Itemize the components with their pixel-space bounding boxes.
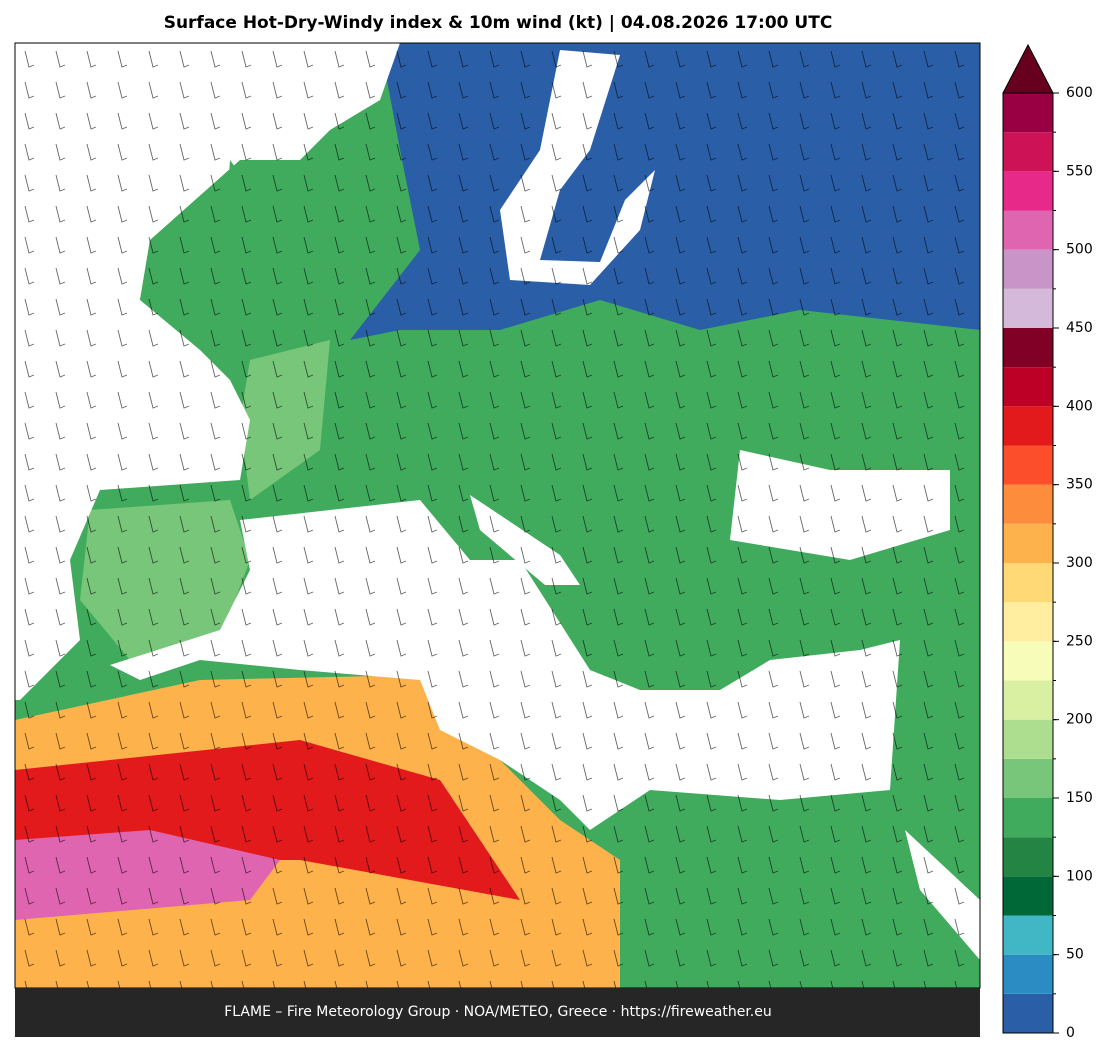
map (15, 43, 980, 988)
tick-label: 50 (1066, 947, 1084, 963)
tick-label: 100 (1066, 868, 1093, 884)
tick-label: 450 (1066, 320, 1093, 336)
colorbar-segment (1003, 915, 1053, 955)
colorbar-segment (1003, 93, 1053, 133)
colorbar-segment (1003, 249, 1053, 289)
tick-label: 0 (1066, 1025, 1075, 1041)
colorbar-segment (1003, 132, 1053, 172)
tick-label: 550 (1066, 163, 1093, 179)
colorbar-segment (1003, 563, 1053, 603)
map-title: Surface Hot-Dry-Windy index & 10m wind (… (164, 13, 833, 33)
colorbar: 0 50 100 150 200 250 300 350 400 450 500 550 600 (1002, 43, 1093, 1041)
colorbar-segment (1003, 602, 1053, 642)
colorbar-segment (1003, 954, 1053, 994)
colorbar-segment (1003, 288, 1053, 328)
footer-text: FLAME – Fire Meteorology Group · NOA/MET… (224, 1004, 772, 1020)
colorbar-extension (1002, 43, 1054, 94)
tick-label: 600 (1066, 85, 1093, 101)
tick-label: 250 (1066, 633, 1093, 649)
colorbar-segment (1003, 406, 1053, 446)
colorbar-segment (1003, 837, 1053, 877)
colorbar-segment (1003, 993, 1053, 1033)
tick-label: 150 (1066, 790, 1093, 806)
tick-label: 350 (1066, 477, 1093, 493)
colorbar-segment (1003, 719, 1053, 759)
tick-label: 400 (1066, 398, 1093, 414)
colorbar-segment (1003, 680, 1053, 720)
colorbar-segment (1003, 798, 1053, 838)
tick-label: 300 (1066, 555, 1093, 571)
colorbar-segment (1003, 445, 1053, 485)
colorbar-segment (1003, 484, 1053, 524)
colorbar-segment (1003, 758, 1053, 798)
colorbar-segment (1003, 641, 1053, 681)
colorbar-segment (1003, 210, 1053, 250)
colorbar-segment (1003, 876, 1053, 916)
tick-label: 500 (1066, 242, 1093, 258)
colorbar-segment (1003, 328, 1053, 368)
colorbar-segment (1003, 523, 1053, 563)
colorbar-segment (1003, 171, 1053, 211)
tick-label: 200 (1066, 712, 1093, 728)
footer-bar (15, 988, 980, 1037)
colorbar-segment (1003, 367, 1053, 407)
wind-barbs (15, 43, 980, 988)
